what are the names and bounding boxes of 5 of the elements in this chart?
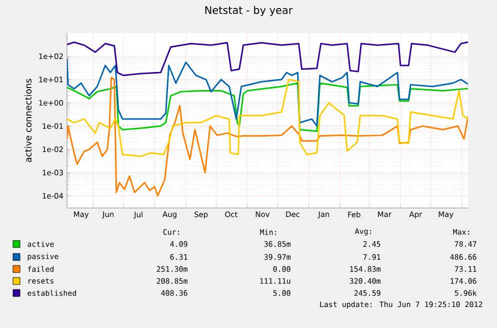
line-series [67,76,468,197]
line-series [67,82,468,132]
chart-title: Netstat - by year [205,6,293,16]
line-series [67,41,468,76]
y-axis-title: active connections [24,78,32,162]
